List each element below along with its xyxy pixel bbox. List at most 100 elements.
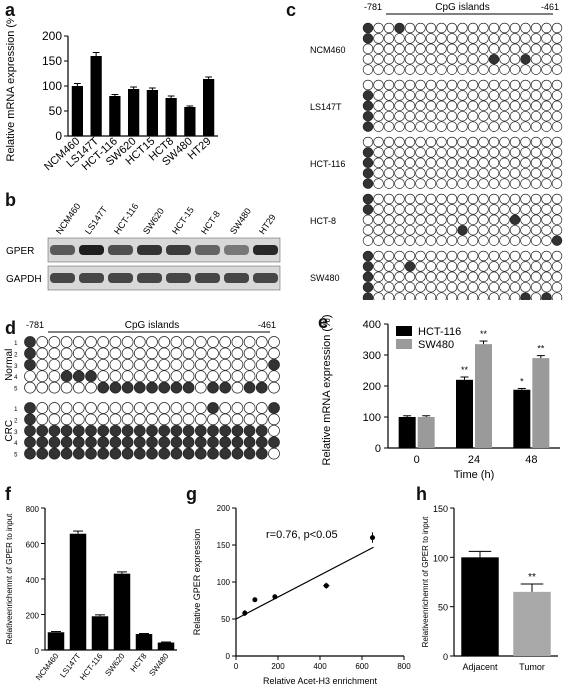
unmethylated-site [436,292,447,300]
unmethylated-site [383,224,395,236]
unmethylated-site [243,358,256,371]
unmethylated-site [36,336,49,348]
unmethylated-site [436,33,447,44]
unmethylated-site [541,79,552,91]
unmethylated-site [362,136,374,148]
unmethylated-site [520,64,531,75]
unmethylated-site [425,43,437,55]
unmethylated-site [509,110,521,122]
unmethylated-site [415,204,426,215]
unmethylated-site [207,370,219,383]
unmethylated-site [60,358,73,371]
unmethylated-site [446,281,458,293]
group-label-CRC: CRC [4,420,15,442]
unmethylated-site [194,347,207,360]
x-tick-label: SW620 [103,651,127,678]
unmethylated-site [48,347,61,360]
panel-label-g: g [186,484,197,504]
unmethylated-site [478,43,489,55]
unmethylated-site [158,358,171,371]
unmethylated-site [478,214,489,226]
methylated-site [362,193,374,205]
methylated-site [121,381,134,394]
unmethylated-site [373,22,384,34]
unmethylated-site [541,204,552,215]
unmethylated-site [509,22,521,34]
panel-label-e: e [318,312,329,332]
unmethylated-site [446,110,458,122]
unmethylated-site [520,22,531,34]
unmethylated-site [404,281,416,293]
unmethylated-site [436,53,447,65]
cpg-start: -781 [26,320,44,330]
methylated-site [362,261,374,272]
unmethylated-site [467,178,479,189]
unmethylated-site [499,224,510,236]
unmethylated-site [415,281,426,293]
unmethylated-site [467,53,479,65]
unmethylated-site [182,358,195,371]
unmethylated-site [551,22,563,34]
unmethylated-site [373,33,384,44]
methylated-site [219,436,232,449]
unmethylated-site [478,64,489,75]
data-point [272,594,278,600]
bar-SW620 [128,89,140,136]
unmethylated-site [509,204,521,215]
unmethylated-site [467,22,479,34]
unmethylated-site [436,224,447,236]
methylated-site [194,436,207,449]
row-label-GAPDH: GAPDH [6,274,42,285]
methylated-site [24,347,36,360]
unmethylated-site [551,281,563,293]
y-tick-label: 100 [433,553,448,563]
methylated-site [60,436,73,449]
unmethylated-site [219,336,232,348]
unmethylated-site [436,90,447,101]
unmethylated-site [404,100,416,112]
x-tick-label: 800 [397,662,411,671]
unmethylated-site [478,79,489,91]
unmethylated-site [499,100,510,112]
unmethylated-site [457,136,468,148]
methylated-site [109,381,122,394]
methylated-site [60,424,73,437]
unmethylated-site [158,347,171,360]
unmethylated-site [146,413,158,426]
sig-label: ** [480,329,488,339]
row-number: 2 [14,418,18,424]
unmethylated-site [362,53,374,65]
methylated-site [24,336,36,348]
unmethylated-site [457,292,468,300]
methylated-site [268,402,280,414]
unmethylated-site [551,271,563,283]
methylated-site [146,381,158,394]
lane-label: NCM460 [54,201,83,236]
unmethylated-site [415,33,426,44]
row-number: 1 [14,341,18,347]
row-number: 1 [14,407,18,413]
cpg-end: -461 [541,2,559,12]
unmethylated-site [499,53,510,65]
band [108,273,133,283]
unmethylated-site [362,64,374,75]
unmethylated-site [478,167,489,179]
y-tick-label: 0 [375,443,381,455]
unmethylated-site [72,358,85,371]
methylated-site [72,436,85,449]
methylated-site [85,447,97,460]
unmethylated-site [457,235,468,246]
unmethylated-site [394,110,405,122]
unmethylated-site [457,261,468,272]
unmethylated-site [404,271,416,283]
unmethylated-site [488,235,500,246]
unmethylated-site [48,413,61,426]
unmethylated-site [541,193,552,205]
unmethylated-site [146,347,158,360]
unmethylated-site [394,33,405,44]
unmethylated-site [488,250,500,262]
unmethylated-site [467,157,479,169]
methylated-site [24,358,36,371]
unmethylated-site [133,413,146,426]
chart-f-enrichment: 0 200 400 600 800 Relativeenrichemnt of GPER … [5,505,177,682]
